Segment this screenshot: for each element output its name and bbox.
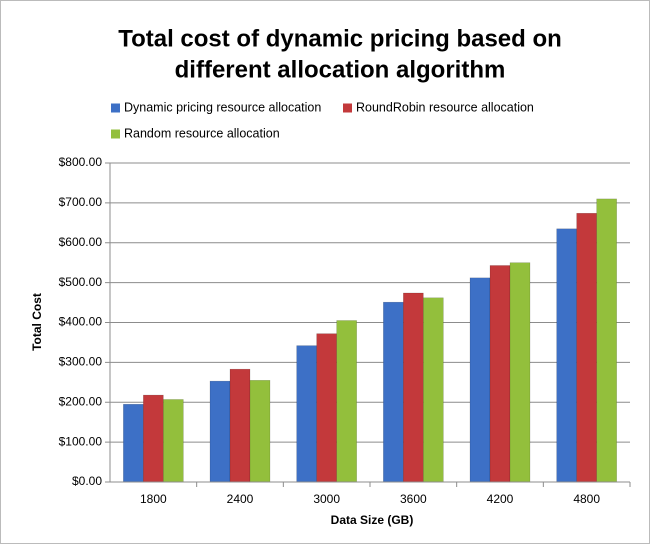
bar (383, 301, 404, 483)
legend-swatch (343, 103, 352, 113)
legend-label: Random resource allocation (124, 126, 280, 140)
bar (296, 345, 317, 483)
bar (469, 277, 491, 483)
x-tick-label: 1800 (140, 492, 167, 506)
bar (423, 297, 444, 483)
y-axis-title: Total Cost (30, 293, 44, 351)
y-tick-label: $100.00 (59, 434, 103, 448)
bar (123, 403, 144, 483)
y-tick-label: $400.00 (59, 315, 103, 329)
bar (209, 380, 231, 483)
bar (336, 320, 357, 483)
bar (163, 399, 184, 483)
y-tick-label: $200.00 (59, 394, 103, 408)
x-tick-label: 3600 (400, 492, 427, 506)
bar (596, 198, 617, 483)
bar (229, 368, 251, 483)
bar (556, 228, 577, 483)
bar (249, 380, 271, 483)
y-tick-label: $600.00 (59, 235, 103, 249)
bar (489, 265, 511, 483)
y-tick-label: $800.00 (59, 155, 103, 169)
legend-label: Dynamic pricing resource allocation (124, 100, 321, 114)
x-tick-label: 4800 (573, 492, 600, 506)
bar (316, 333, 337, 483)
bar (403, 292, 424, 483)
x-tick-label: 2400 (227, 492, 254, 506)
bar (509, 262, 531, 483)
x-axis-title: Data Size (GB) (331, 513, 414, 527)
y-tick-label: $500.00 (59, 275, 103, 289)
x-tick-label: 4200 (487, 492, 514, 506)
bar (576, 212, 597, 483)
legend-swatch (111, 129, 120, 139)
y-tick-label: $0.00 (72, 474, 102, 488)
legend-swatch (111, 103, 120, 113)
y-tick-label: $700.00 (59, 195, 103, 209)
chart-title: different allocation algorithm (175, 56, 506, 83)
chart-title: Total cost of dynamic pricing based on (118, 25, 562, 52)
legend-label: RoundRobin resource allocation (356, 100, 534, 114)
bar (143, 394, 164, 483)
y-tick-label: $300.00 (59, 355, 103, 369)
x-tick-label: 3000 (313, 492, 340, 506)
